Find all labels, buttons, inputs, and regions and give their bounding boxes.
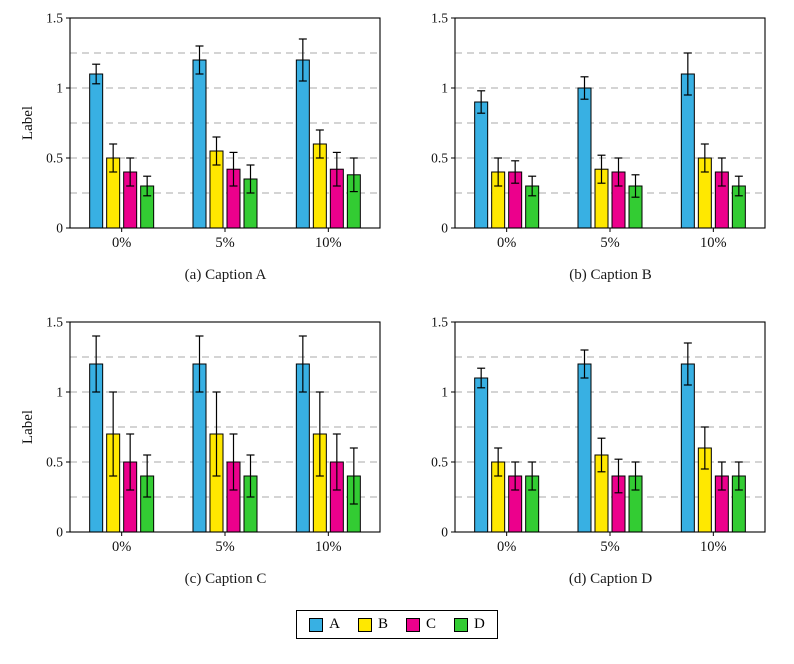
- bar-A: [680, 73, 695, 229]
- bar-chart-d: 0% 5% 10% 0 0.5 1 1.5: [431, 315, 766, 555]
- bar-A: [192, 59, 207, 229]
- x-tick-label: 5%: [215, 539, 234, 555]
- y-tick-label: 1: [441, 81, 448, 96]
- x-tick-label: 0%: [497, 235, 516, 251]
- chart-grid: 0% 5% 10% 0 0.5 1 1.5 Label (a) Caption A 0% 5% 1…: [18, 8, 778, 588]
- legend-label-a: A: [329, 616, 340, 632]
- y-tick-label: 0: [56, 221, 63, 236]
- legend: A B C D: [296, 610, 498, 639]
- chart-caption-c: (c) Caption C: [184, 571, 267, 587]
- chart-panel-b: 0% 5% 10% 0 0.5 1 1.5 (b) Caption B: [403, 8, 778, 284]
- legend-swatch-d: [454, 617, 469, 632]
- x-tick-label: 0%: [112, 235, 131, 251]
- x-tick-label: 10%: [700, 235, 727, 251]
- bar-A: [577, 87, 592, 229]
- y-tick-label: 0.5: [431, 455, 448, 470]
- y-tick-label: 1: [56, 385, 63, 400]
- y-tick-label: 1.5: [431, 315, 448, 330]
- legend-entry-c: C: [406, 616, 436, 633]
- legend-label-d: D: [474, 616, 485, 632]
- bar-A: [680, 363, 695, 533]
- y-axis-label: Label: [20, 106, 36, 140]
- legend-label-b: B: [377, 616, 388, 632]
- legend-swatch-a: [309, 617, 324, 632]
- chart-panel-d: 0% 5% 10% 0 0.5 1 1.5 (d) Caption D: [403, 312, 778, 588]
- bar-chart-c: 0% 5% 10% 0 0.5 1 1.5 Label: [20, 315, 381, 555]
- x-tick-label: 5%: [215, 235, 234, 251]
- plot-frame: [69, 17, 381, 229]
- y-tick-label: 0.5: [46, 455, 63, 470]
- legend-label-c: C: [426, 616, 437, 632]
- legend-container: A B C D: [0, 610, 794, 639]
- y-tick-label: 1.5: [46, 11, 63, 26]
- y-tick-label: 0.5: [46, 151, 63, 166]
- x-tick-label: 5%: [600, 539, 619, 555]
- x-tick-label: 10%: [315, 235, 342, 251]
- chart-panel-a: 0% 5% 10% 0 0.5 1 1.5 Label (a) Caption A: [18, 8, 393, 284]
- y-tick-label: 1.5: [431, 11, 448, 26]
- x-tick-label: 5%: [600, 235, 619, 251]
- y-tick-label: 0.5: [431, 151, 448, 166]
- legend-entry-d: D: [454, 616, 485, 633]
- legend-entry-a: A: [309, 616, 340, 633]
- y-tick-label: 0: [56, 525, 63, 540]
- legend-swatch-b: [357, 617, 372, 632]
- y-tick-label: 1: [56, 81, 63, 96]
- chart-caption-b: (b) Caption B: [569, 267, 652, 283]
- y-tick-label: 1.5: [46, 315, 63, 330]
- plot-frame: [69, 321, 381, 533]
- plot-frame: [454, 17, 766, 229]
- bar-A: [295, 59, 310, 229]
- y-tick-label: 0: [441, 525, 448, 540]
- chart-panel-c: 0% 5% 10% 0 0.5 1 1.5 Label (c) Caption C: [18, 312, 393, 588]
- y-axis-label: Label: [20, 410, 36, 444]
- x-tick-label: 10%: [700, 539, 727, 555]
- bar-chart-b: 0% 5% 10% 0 0.5 1 1.5: [431, 11, 766, 251]
- plot-frame: [454, 321, 766, 533]
- bar-chart-a: 0% 5% 10% 0 0.5 1 1.5 Label: [20, 11, 381, 251]
- x-tick-label: 10%: [315, 539, 342, 555]
- legend-swatch-c: [406, 617, 420, 632]
- bar-A: [89, 73, 104, 229]
- x-tick-label: 0%: [497, 539, 516, 555]
- bar-A: [474, 101, 489, 229]
- y-tick-label: 0: [441, 221, 448, 236]
- chart-caption-d: (d) Caption D: [568, 571, 653, 587]
- legend-entry-b: B: [357, 616, 388, 633]
- bar-A: [474, 377, 489, 533]
- y-tick-label: 1: [441, 385, 448, 400]
- bar-A: [577, 363, 592, 533]
- chart-caption-a: (a) Caption A: [184, 267, 267, 283]
- x-tick-label: 0%: [112, 539, 131, 555]
